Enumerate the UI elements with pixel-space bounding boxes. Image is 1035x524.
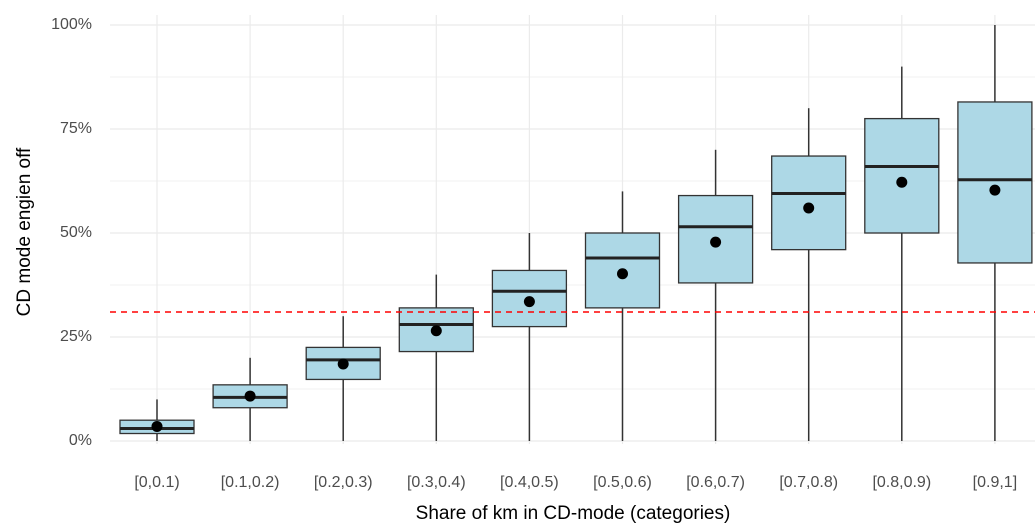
x-axis-title: Share of km in CD-mode (categories) <box>416 503 731 524</box>
mean-point <box>803 202 815 214</box>
y-tick-label: 0% <box>69 432 92 449</box>
x-tick-label: [0.8,0.9) <box>872 474 931 491</box>
x-tick-label: [0,0.1) <box>134 474 179 491</box>
box-iqr <box>957 101 1033 264</box>
y-tick-label: 25% <box>60 328 92 345</box>
x-tick-label: [0.5,0.6) <box>593 474 652 491</box>
box-series <box>119 25 1033 441</box>
mean-point <box>430 325 442 337</box>
mean-point <box>896 176 908 188</box>
x-tick-label: [0.2,0.3) <box>314 474 373 491</box>
y-tick-label: 100% <box>51 16 92 33</box>
mean-point <box>244 390 256 402</box>
mean-point <box>710 236 722 248</box>
x-tick-label: [0.3,0.4) <box>407 474 466 491</box>
x-tick-label: [0.9,1] <box>973 474 1017 491</box>
x-tick-labels: [0,0.1) [0.1,0.2) [0.2,0.3) [0.3,0.4) [0.4,0… <box>134 474 1017 491</box>
y-tick-label: 50% <box>60 224 92 241</box>
y-tick-labels: 0% 25% 50% 75% 100% <box>51 16 92 449</box>
box-iqr <box>864 117 940 234</box>
mean-point <box>523 296 535 308</box>
mean-point <box>151 420 163 432</box>
x-tick-label: [0.6,0.7) <box>686 474 745 491</box>
mean-point <box>617 268 628 280</box>
x-tick-label: [0.4,0.5) <box>500 474 559 491</box>
x-tick-label: [0.7,0.8) <box>779 474 838 491</box>
mean-point <box>989 184 1001 196</box>
y-tick-label: 75% <box>60 120 92 137</box>
y-axis-title: CD mode engien off <box>14 147 35 316</box>
mean-point <box>337 358 349 370</box>
x-tick-label: [0.1,0.2) <box>221 474 280 491</box>
